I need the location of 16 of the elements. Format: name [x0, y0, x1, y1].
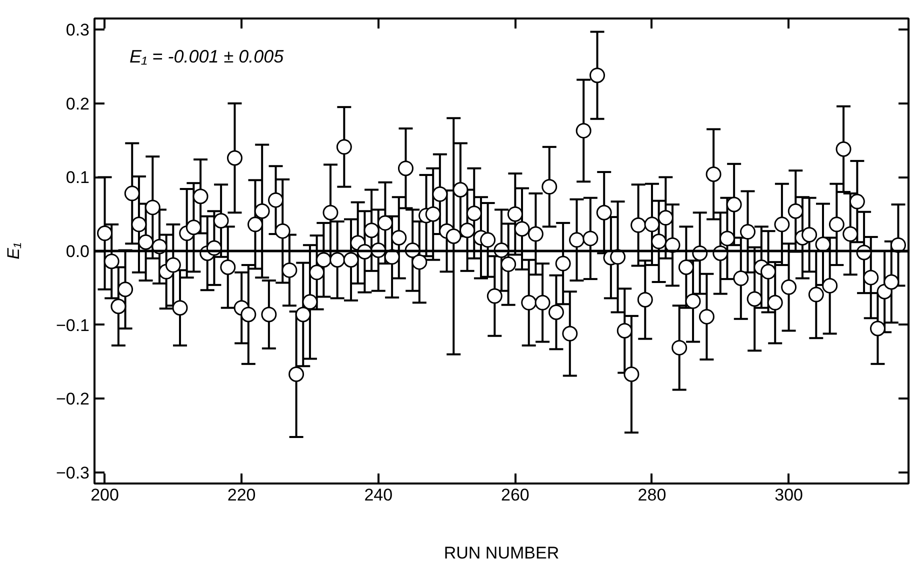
x-axis-title: RUN NUMBER: [444, 544, 560, 562]
y-tick-label: 0.1: [66, 168, 90, 188]
y-tick-label: 0.2: [66, 94, 90, 114]
y-tick-label: −0.2: [56, 390, 90, 409]
y-tick-label: −0.3: [56, 463, 90, 482]
x-tick-label: 260: [501, 486, 530, 504]
x-tick-label: 300: [774, 486, 803, 504]
x-tick-label: 200: [90, 486, 119, 504]
y-axis-title: E₁: [4, 242, 23, 260]
x-tick-label: 240: [364, 486, 393, 504]
y-tick-label: 0.3: [66, 20, 90, 40]
x-tick-label: 280: [638, 486, 666, 504]
x-tick-label: 220: [227, 486, 256, 504]
y-tick-label: 0.0: [66, 242, 90, 261]
y-tick-label: −0.1: [56, 316, 90, 335]
annotation: E₁ = -0.001 ± 0.005: [130, 46, 285, 66]
